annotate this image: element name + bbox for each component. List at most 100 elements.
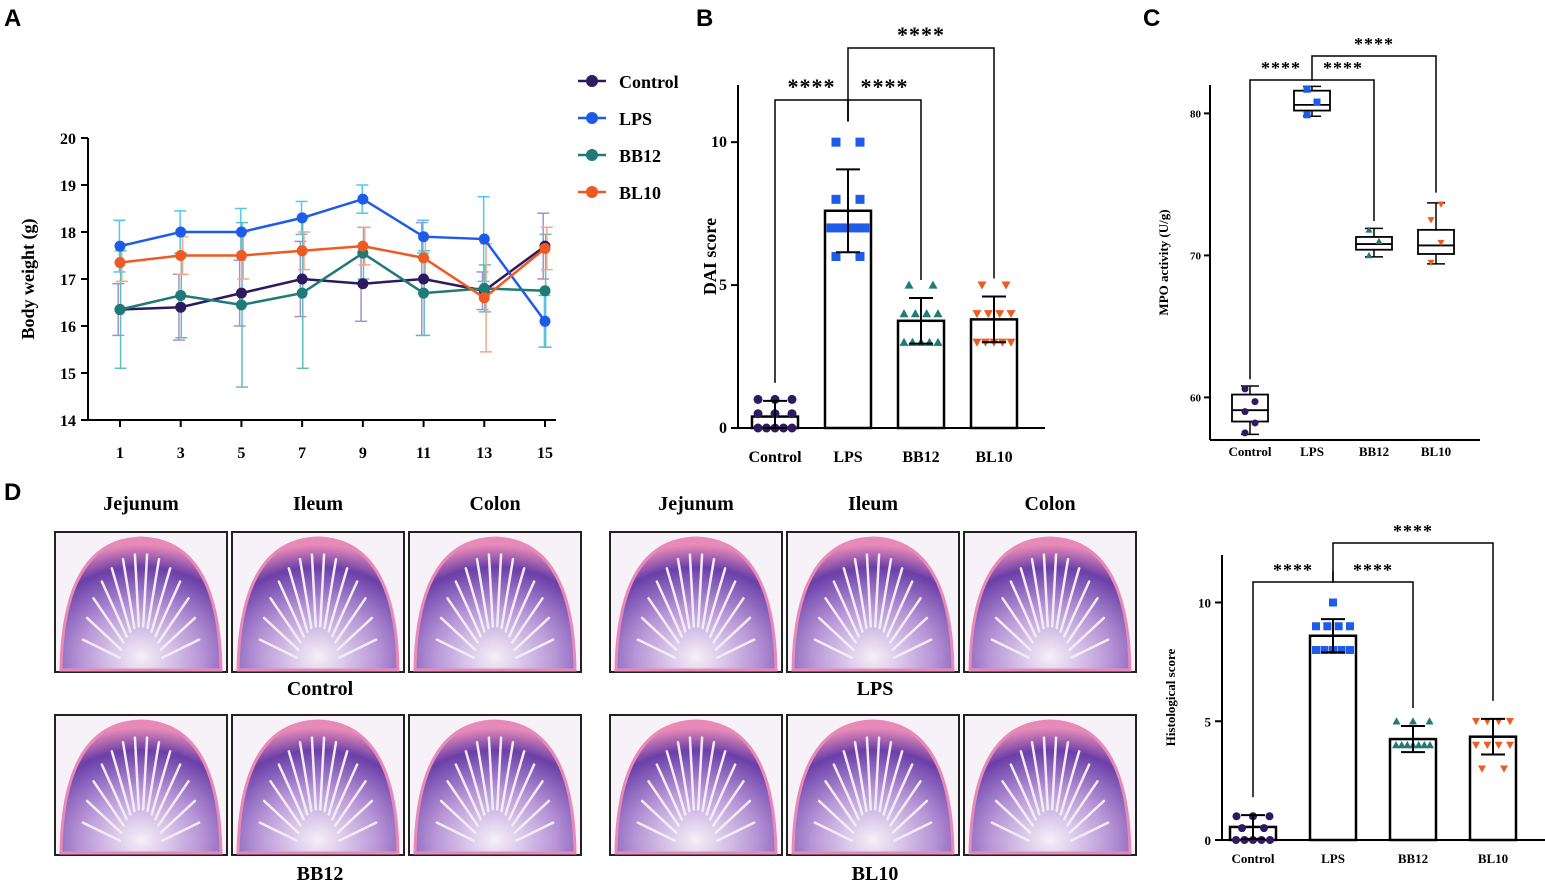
panel-b-sig-label-1: **** bbox=[861, 74, 909, 99]
histology-villus-gap bbox=[1055, 740, 1070, 813]
histology-villus-gap bbox=[1019, 567, 1041, 633]
histology-villus-gap bbox=[889, 780, 922, 827]
panel-b-x-tick-label: LPS bbox=[833, 449, 862, 466]
histology-villus-gap bbox=[842, 750, 864, 816]
histology-villus-gap bbox=[655, 763, 683, 821]
panel-a-x-tick-label: 15 bbox=[537, 445, 553, 462]
panel-a-x-tick-label: 7 bbox=[298, 445, 306, 462]
histology-villus-gap bbox=[647, 597, 680, 644]
panel-b-data-point bbox=[753, 394, 763, 404]
panel-a-point-bb12 bbox=[539, 285, 551, 297]
histology-villus-gap bbox=[832, 580, 860, 638]
panel-a-point-bl10 bbox=[357, 240, 369, 252]
panel-a-point-lps bbox=[478, 233, 490, 245]
histology-villus-gap bbox=[886, 763, 914, 821]
histology-villus-gap bbox=[133, 553, 141, 628]
panel-d-sig-label-0: **** bbox=[1273, 560, 1313, 580]
histology-villus-gap bbox=[1042, 553, 1050, 628]
panel-a-x-tick-label: 9 bbox=[359, 445, 367, 462]
histology-villus-gap bbox=[1070, 821, 1110, 842]
panel-d-data-point bbox=[1506, 718, 1514, 726]
panel-a-x-tick-label: 5 bbox=[237, 445, 245, 462]
histology-villus-gap bbox=[159, 799, 197, 834]
panel-b-y-tick-label: 0 bbox=[719, 420, 727, 437]
panel-b-data-point bbox=[933, 309, 943, 318]
histology-villus-gap bbox=[446, 597, 479, 644]
histology-tissue bbox=[968, 719, 1132, 855]
histology-villus-gap bbox=[1050, 736, 1058, 811]
panel-b-data-point bbox=[1001, 281, 1011, 290]
histology-villus-gap bbox=[439, 799, 477, 834]
panel-b-data-point bbox=[787, 409, 797, 419]
panel-b-data-point bbox=[826, 223, 836, 233]
panel-b-bracket-2 bbox=[847, 47, 995, 279]
panel-b-data-point bbox=[1006, 310, 1016, 319]
histology-villus-gap bbox=[676, 740, 691, 813]
histology-column-title-ileum: Ileum bbox=[293, 493, 343, 515]
panel-c-data-point bbox=[1241, 429, 1249, 437]
histology-villus-gap bbox=[1066, 780, 1099, 827]
panel-b-data-point bbox=[904, 280, 914, 289]
histology-villus-gap bbox=[893, 821, 933, 842]
panel-c-x-tick-label: BL10 bbox=[1421, 444, 1451, 459]
histology-villus-gap bbox=[161, 821, 201, 842]
histology-villus-gap bbox=[712, 597, 745, 644]
panel-a-y-tick-label: 19 bbox=[60, 178, 76, 195]
panel-b-data-point bbox=[852, 223, 861, 233]
panel-b-data-point bbox=[928, 280, 938, 289]
histology-group-label-control: Control bbox=[287, 678, 354, 700]
panel-d-bracket-1 bbox=[1332, 571, 1414, 708]
histology-villus-gap bbox=[487, 736, 495, 811]
histology-villus-gap bbox=[159, 616, 197, 651]
histology-villus-gap bbox=[655, 580, 683, 638]
histology-villus-gap bbox=[853, 740, 868, 813]
histology-villus-gap bbox=[1042, 736, 1050, 811]
histology-villus-gap bbox=[298, 557, 313, 630]
histology-villus-gap bbox=[154, 580, 182, 638]
histology-villus-gap bbox=[665, 567, 687, 633]
panel-a-series-line-bb12 bbox=[119, 251, 546, 311]
panel-a-legend-label: BB12 bbox=[619, 146, 661, 166]
histology-villus-gap bbox=[832, 763, 860, 821]
histology-tissue bbox=[968, 536, 1132, 672]
histology-villus-gap bbox=[1055, 557, 1070, 630]
panel-a-point-bl10 bbox=[418, 252, 430, 264]
histology-villus-gap bbox=[338, 638, 378, 659]
panel-a-series-line-lps bbox=[119, 197, 547, 323]
histology-villus-gap bbox=[640, 799, 678, 834]
histology-villus-gap bbox=[842, 567, 864, 633]
histology-villus-gap bbox=[133, 736, 141, 811]
panel-b-data-point bbox=[995, 310, 1005, 319]
panel-d-x-tick-label: BL10 bbox=[1478, 851, 1508, 866]
histology-tissue bbox=[791, 536, 955, 672]
panel-c-sig-label-2: **** bbox=[1354, 34, 1394, 54]
panel-b-data-point bbox=[1006, 338, 1016, 347]
panel-b-y-tick-label: 10 bbox=[711, 134, 727, 151]
histology-villus-gap bbox=[336, 799, 374, 834]
panel-label-d: D bbox=[4, 479, 21, 506]
histology-villus-gap bbox=[873, 736, 881, 811]
histology-villus-gap bbox=[813, 638, 853, 659]
panel-a-legend-marker bbox=[586, 75, 598, 87]
histology-column-title-colon: Colon bbox=[469, 493, 520, 515]
histology-villus-gap bbox=[334, 780, 367, 827]
histology-villus-gap bbox=[464, 750, 486, 816]
histology-villus-gap bbox=[824, 780, 857, 827]
panel-d-data-point bbox=[1329, 598, 1337, 607]
panel-label-a: A bbox=[4, 5, 21, 32]
histology-villus-gap bbox=[813, 821, 853, 842]
histology-tissue bbox=[236, 719, 400, 855]
histology-villus-gap bbox=[277, 763, 305, 821]
histology-villus-gap bbox=[1068, 799, 1106, 834]
panel-c-mpo-activity-chart: 60 70 80 MPO activity (U/g) Control LPS BB12 BL… bbox=[1156, 34, 1480, 459]
panel-d-data-point bbox=[1414, 741, 1423, 749]
panel-a-point-lps bbox=[418, 231, 430, 243]
histology-villus-gap bbox=[701, 557, 716, 630]
panel-a-point-bb12 bbox=[418, 287, 430, 299]
panel-a-legend-marker bbox=[586, 186, 598, 198]
histology-villus-gap bbox=[508, 763, 536, 821]
panel-c-box-lps bbox=[1293, 89, 1331, 112]
histology-villus-gap bbox=[258, 821, 298, 842]
panel-b-data-point bbox=[855, 137, 865, 147]
histology-villus-gap bbox=[688, 553, 696, 628]
